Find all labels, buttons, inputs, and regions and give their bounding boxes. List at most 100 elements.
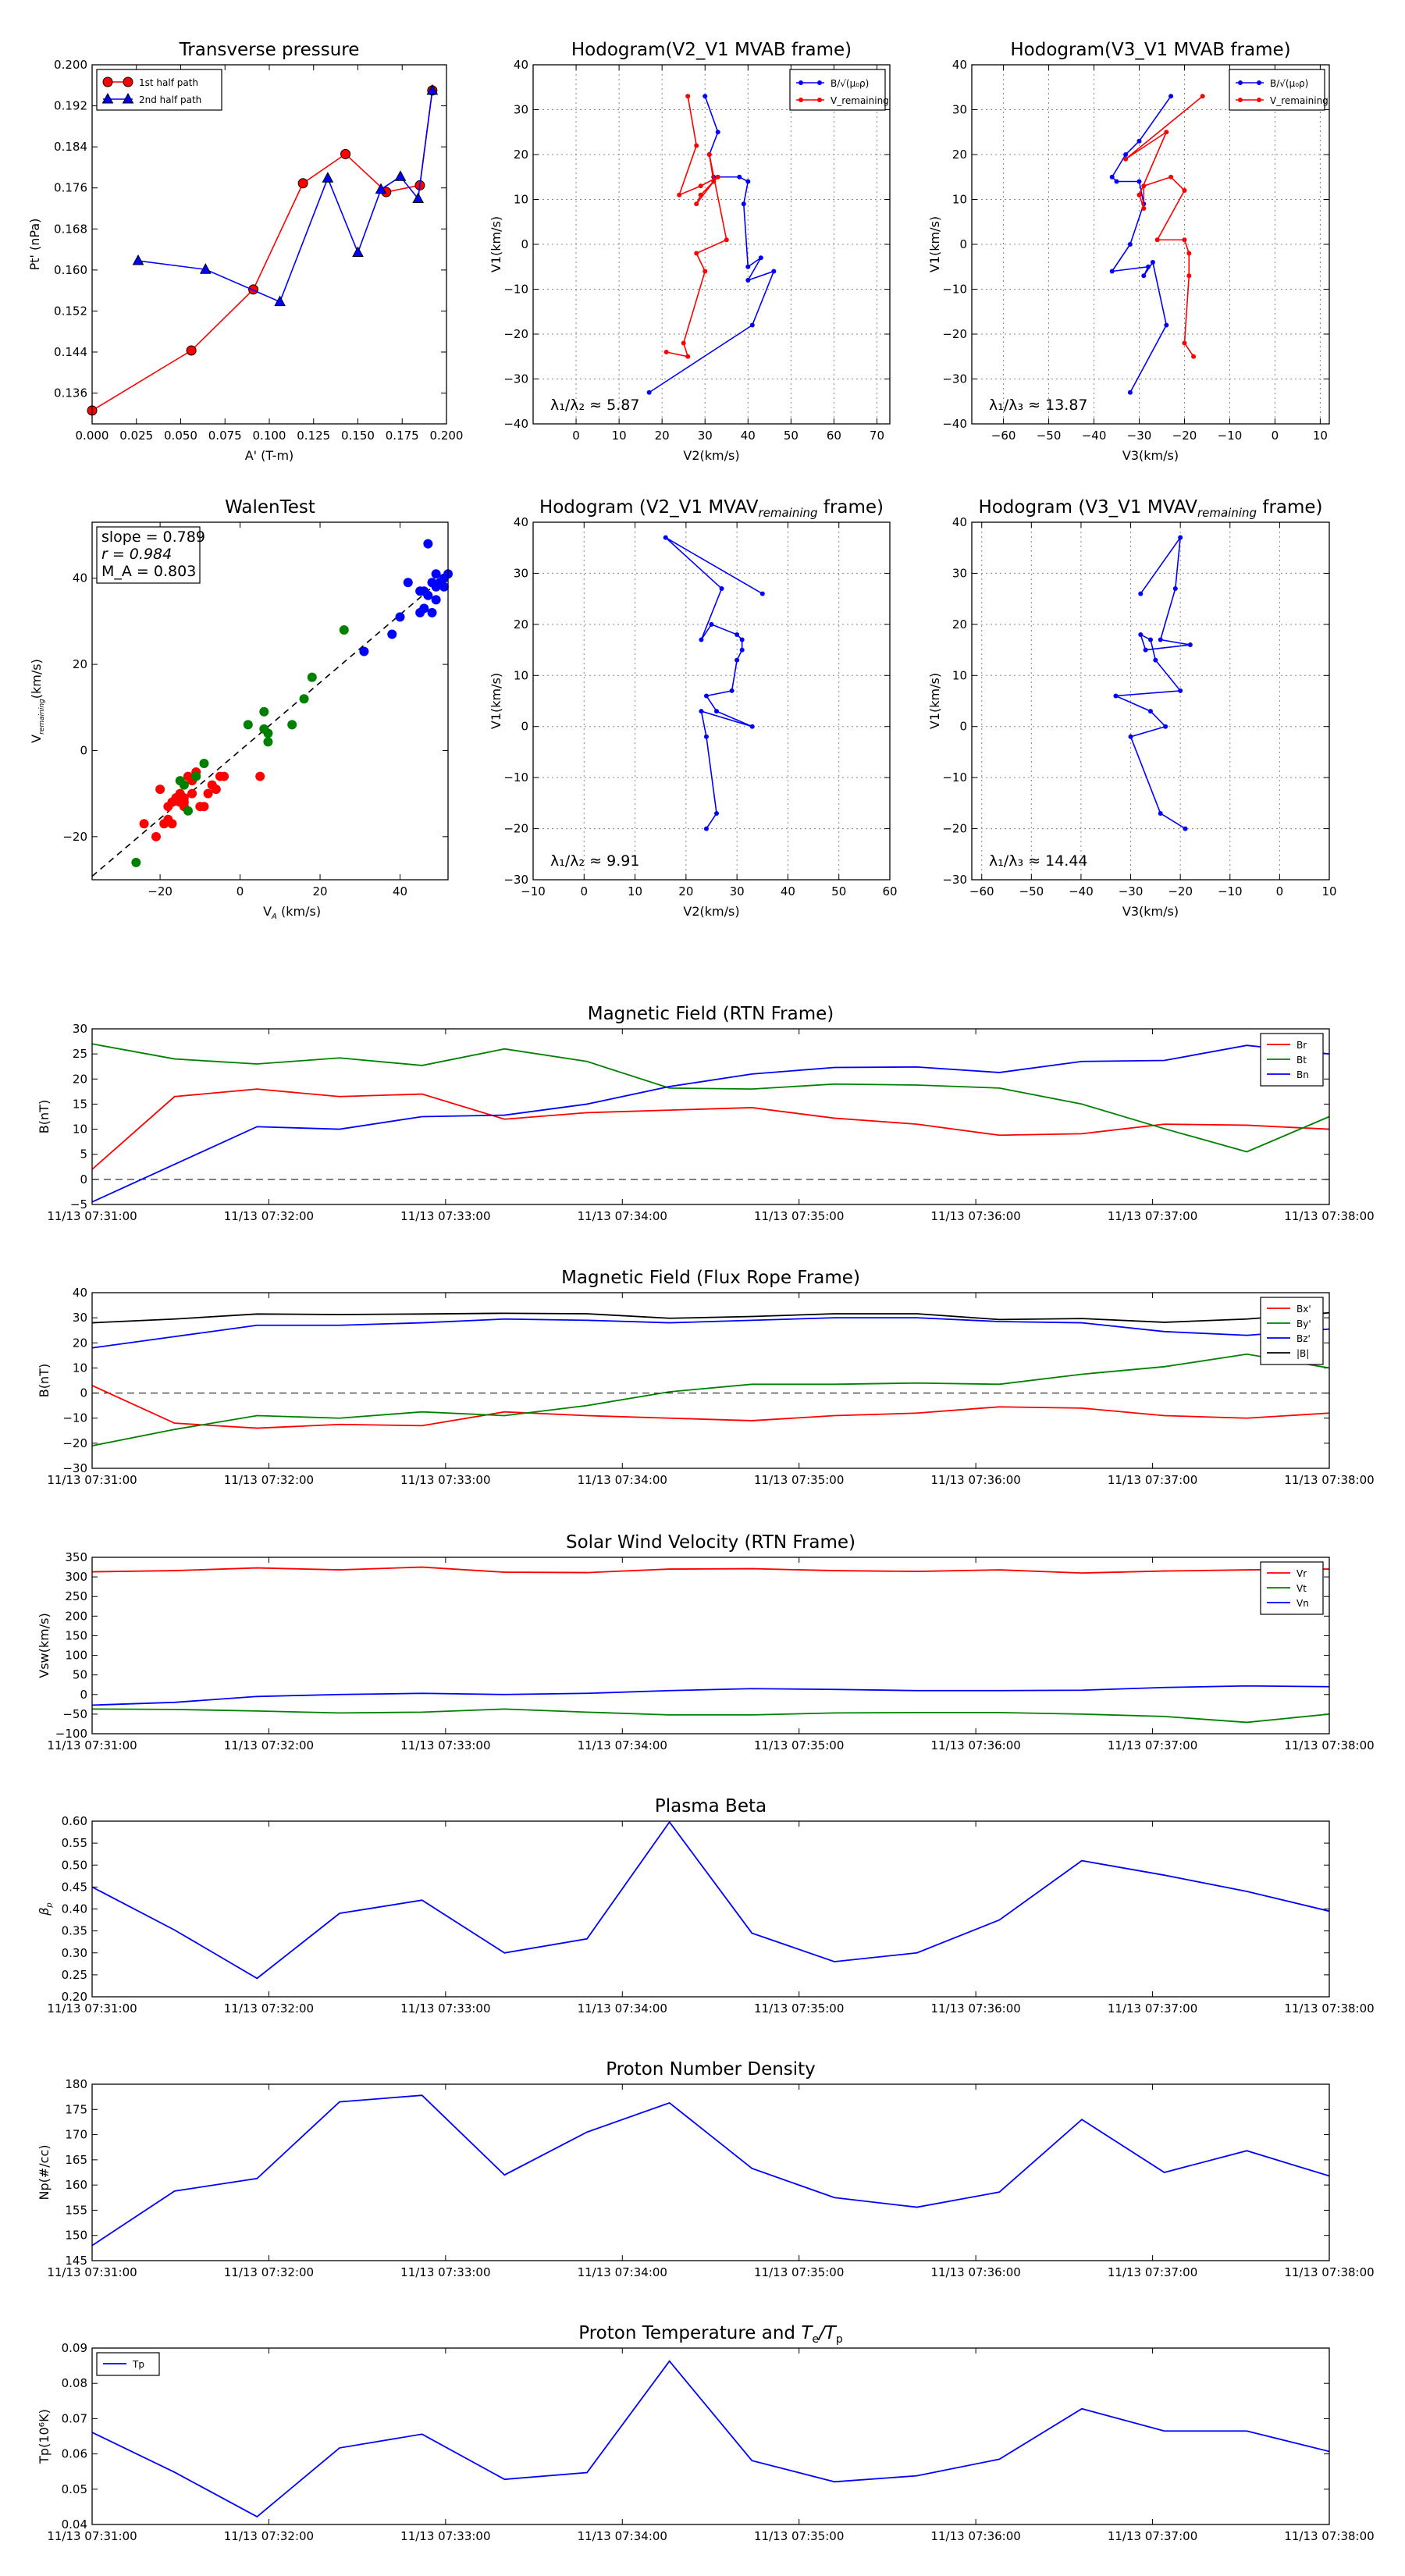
legend-label: Vr: [1297, 1568, 1307, 1579]
y-tick-label: 0: [80, 1172, 87, 1187]
y-tick-label: 0.60: [62, 1814, 87, 1828]
chart-beta: Plasma Beta 0.20 0.25 0.30 0.35 0.40 0.45 0.50 0…: [37, 1796, 1375, 2016]
data-point: [1136, 179, 1142, 184]
data-point: [698, 183, 703, 189]
data-point: [699, 637, 704, 642]
scatter-point: [259, 706, 269, 717]
chart-title: Plasma Beta: [655, 1796, 767, 1816]
x-tick-label: 11/13 07:34:00: [578, 2001, 667, 2016]
y-tick-label: 20: [73, 1336, 87, 1350]
y-tick-label: 20: [952, 148, 967, 162]
chart-h2: Hodogram(V3_V1 MVAB frame) −40 −30 −20 −10 0 1…: [927, 40, 1329, 463]
y-tick-label: −20: [503, 327, 528, 341]
fit-line: [91, 573, 449, 877]
y-tick-label: 100: [65, 1649, 87, 1663]
x-tick-label: 30: [698, 429, 713, 443]
y-tick-label: 30: [514, 103, 528, 117]
y-tick-label: 30: [952, 103, 967, 117]
y-tick-label: 175: [65, 2102, 87, 2116]
scatter-point: [299, 694, 309, 704]
data-point: [1146, 264, 1151, 269]
scatter-point: [243, 720, 253, 730]
data-point: [758, 255, 763, 261]
x-tick-label: 11/13 07:38:00: [1284, 1209, 1374, 1223]
y-tick-label: −30: [503, 873, 528, 887]
legend-box: [1260, 1033, 1324, 1087]
scatter-point: [431, 569, 441, 579]
stat-slope: slope = 0.789: [101, 528, 205, 546]
data-point: [698, 192, 703, 197]
legend-box: [1229, 69, 1325, 111]
scatter-point: [307, 672, 317, 682]
data-point: [1182, 188, 1187, 193]
data-point: [771, 269, 777, 274]
x-tick-label: 11/13 07:37:00: [1108, 2265, 1197, 2279]
x-tick-label: 11/13 07:34:00: [578, 1738, 667, 1752]
y-tick-label: −40: [503, 417, 528, 431]
scatter-point: [423, 590, 433, 600]
x-tick-label: 11/13 07:33:00: [400, 2001, 490, 2016]
x-tick-label: 11/13 07:38:00: [1284, 1738, 1374, 1752]
y-tick-label: −20: [503, 822, 528, 836]
legend-label: |B|: [1297, 1348, 1309, 1359]
data-point: [739, 637, 745, 642]
y-tick-label: 150: [65, 2229, 87, 2243]
y-tick-label: 150: [65, 1628, 87, 1642]
chart-title: Proton Number Density: [606, 2059, 816, 2080]
x-tick-label: 11/13 07:36:00: [930, 1473, 1020, 1487]
data-point: [297, 178, 308, 189]
x-tick-label: 11/13 07:33:00: [400, 2529, 490, 2543]
y-tick-label: −30: [942, 372, 967, 386]
y-tick-label: 0.45: [62, 1880, 87, 1894]
data-point: [663, 535, 668, 540]
y-tick-label: 40: [952, 58, 967, 72]
legend-box: [96, 69, 222, 111]
data-point: [1127, 242, 1133, 247]
data-point: [677, 192, 682, 197]
legend-label: V_remaining: [1270, 95, 1329, 106]
data-point: [681, 340, 686, 346]
plot-frame: [91, 2083, 1330, 2261]
x-tick-label: 11/13 07:32:00: [224, 2001, 314, 2016]
y-tick-label: 0.40: [62, 1902, 87, 1916]
data-point: [1164, 322, 1169, 328]
scatter-point: [131, 857, 141, 867]
x-tick-label: 11/13 07:35:00: [754, 1209, 844, 1223]
x-tick-label: 11/13 07:35:00: [754, 2265, 844, 2279]
x-tick-label: 40: [741, 429, 756, 443]
y-axis-label: V1(km/s): [489, 673, 503, 729]
x-tick-label: −20: [1168, 884, 1193, 898]
x-tick-label: 11/13 07:38:00: [1284, 2529, 1374, 2543]
y-tick-label: −20: [942, 822, 967, 836]
chart-h4: Hodogram (V3_V1 MVAVremaining frame)−30−…: [927, 497, 1337, 919]
y-tick-label: 40: [73, 1286, 87, 1300]
data-point: [412, 192, 425, 204]
legend-marker: [1257, 98, 1261, 102]
x-tick-label: 11/13 07:34:00: [578, 1209, 667, 1223]
x-tick-label: −50: [1019, 884, 1044, 898]
chart-title: Transverse pressure: [179, 40, 360, 60]
stat-ma: M_A = 0.803: [101, 563, 196, 580]
plot-frame: [971, 521, 1330, 881]
data-point: [703, 693, 709, 699]
y-tick-label: −10: [942, 283, 967, 297]
scatter-point: [203, 788, 213, 799]
scatter-point: [395, 612, 405, 622]
series-line: [91, 90, 433, 411]
data-point: [375, 183, 387, 194]
y-tick-label: 0.05: [62, 2482, 87, 2496]
chart-tpr: Proton Temperature and Te/Tp 0.04 0.05 0.06…: [37, 2323, 1375, 2543]
y-tick-label: 0: [521, 237, 528, 251]
data-point: [715, 130, 720, 135]
scatter-point: [155, 785, 165, 795]
y-tick-label: 10: [514, 668, 528, 682]
y-tick-label: 200: [65, 1609, 87, 1623]
x-tick-label: 0.075: [208, 429, 242, 443]
data-point: [749, 724, 755, 729]
scatter-point: [263, 737, 273, 747]
data-point: [1178, 535, 1183, 540]
chart-title: Hodogram(V2_V1 MVAB frame): [571, 40, 852, 60]
x-tick-label: 20: [312, 884, 327, 898]
data-point: [1164, 130, 1169, 135]
data-point: [715, 174, 720, 180]
